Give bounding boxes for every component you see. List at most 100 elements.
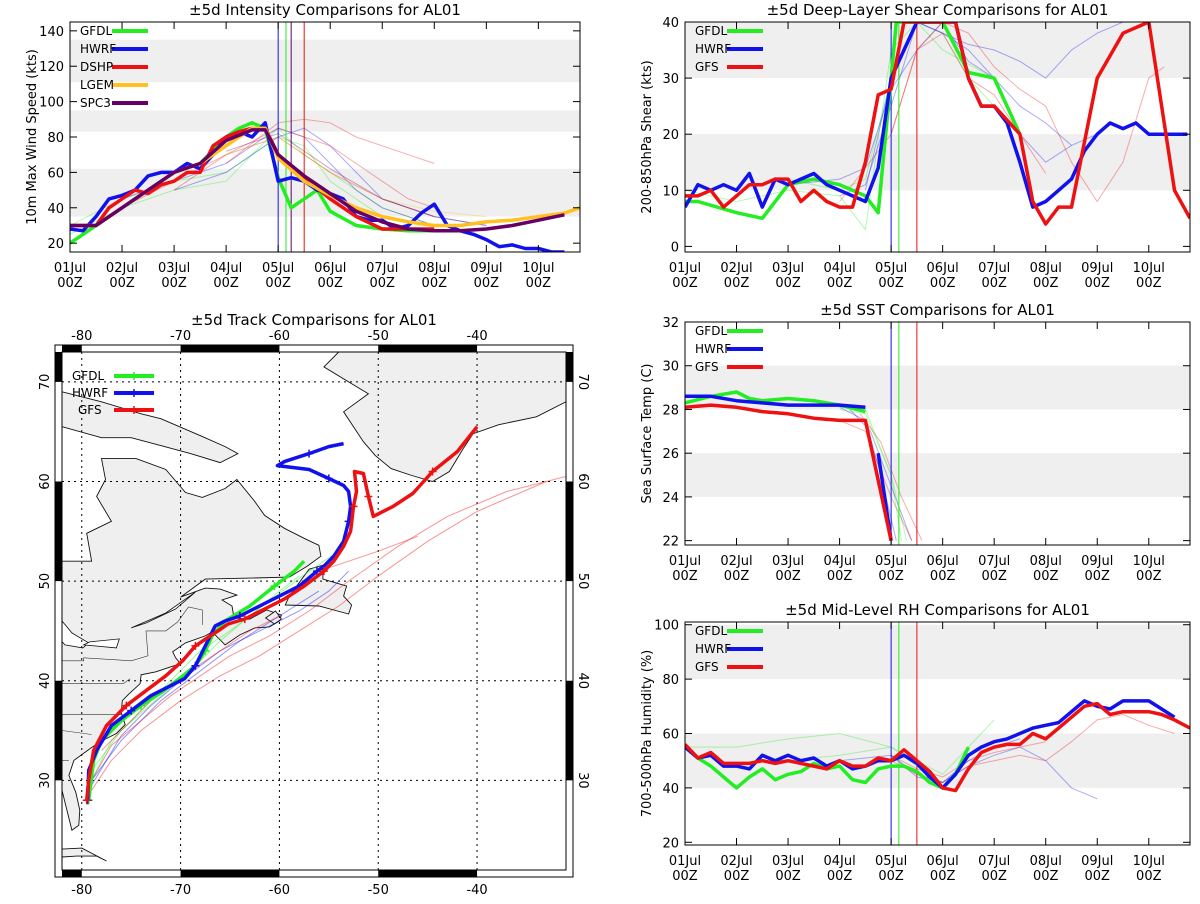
sst-xtick-sublabel: 00Z [672,569,698,584]
rh-xtick-sublabel: 00Z [930,869,956,884]
track-marker-gfs [349,502,358,511]
shear-xtick-label: 01Jul [669,261,701,276]
track-marker-gfs [428,467,437,476]
map-border-segment [566,352,573,382]
intensity-xtick-sublabel: 00Z [161,276,187,291]
land-mass-3 [62,352,239,464]
lat-tick-label-right: 70 [575,374,590,391]
shear-xtick-label: 04Jul [823,261,855,276]
map-border-segment [566,680,573,781]
rh-xtick-label: 09Jul [1081,854,1113,869]
rh-xtick-sublabel: 00Z [1033,869,1059,884]
intensity-xtick-sublabel: 00Z [213,276,239,291]
lat-tick-label-left: 60 [38,473,53,490]
track-series-hwrf [85,441,353,801]
rh-ytick-label: 100 [654,619,679,634]
intensity-xtick-label: 09Jul [470,261,502,276]
shear-xtick-sublabel: 00Z [775,276,801,291]
track-legend-label-hwrf: HWRF [72,386,108,400]
rh-xtick-label: 02Jul [720,854,752,869]
shear-xtick-sublabel: 00Z [1136,276,1162,291]
rh-xtick-label: 08Jul [1030,854,1062,869]
sst-xtick-label: 01Jul [669,554,701,569]
lat-tick-label-right: 30 [575,772,590,789]
rh-xtick-sublabel: 00Z [1085,869,1111,884]
track-frame [61,351,567,871]
intensity-ytick-label: 120 [39,60,64,75]
intensity-legend-label-hwrf: HWRF [80,42,116,56]
intensity-ytick-label: 140 [39,25,64,40]
sst-ytick-label: 26 [662,447,679,462]
land-mass-0 [62,352,322,831]
sst-legend-label-hwrf: HWRF [695,342,731,356]
track-faint-line-5 [91,476,566,781]
intensity-xtick-label: 01Jul [54,261,86,276]
rh-xtick-sublabel: 00Z [878,869,904,884]
shear-faint-line-2 [788,22,1098,186]
intensity-ylabel: 10m Max Wind Speed (kts) [25,49,40,225]
map-border-segment [566,481,573,582]
intensity-xtick-sublabel: 00Z [370,276,396,291]
rh-xtick-sublabel: 00Z [724,869,750,884]
track-marker-gfs [240,614,249,623]
lat-tick-label-right: 50 [575,573,590,590]
intensity-xtick-sublabel: 00Z [109,276,135,291]
rh-ytick-label: 20 [662,836,679,851]
border-line-3 [62,730,92,735]
shear-xtick-label: 03Jul [772,261,804,276]
track-faint-line-1 [91,575,300,771]
shear-title: ±5d Deep-Layer Shear Comparisons for AL0… [767,1,1109,19]
sst-legend-label-gfs: GFS [695,360,719,374]
land-mass-5 [62,847,107,862]
sst-title: ±5d SST Comparisons for AL01 [820,301,1055,319]
track-marker-hwrf [324,474,333,483]
map-border-segment [62,345,82,352]
sst-series-hwrf-1 [685,394,866,410]
sst-legend-label-gfdl: GFDL [695,324,727,338]
shear-band-1 [685,22,1190,79]
rh-xtick-label: 05Jul [875,854,907,869]
intensity-xtick-label: 03Jul [158,261,190,276]
shear-frame [684,21,1191,253]
track-faint-line-7 [318,535,418,572]
rh-chart: 2040608010001Jul00Z02Jul00Z03Jul00Z04Jul… [640,601,1191,884]
map-border-segment [180,345,280,352]
map-border-segment [62,870,82,877]
border-line-1 [62,678,131,684]
shear-ytick-label: 20 [662,128,679,143]
shear-ylabel: 200-850hPa Shear (kts) [640,60,655,213]
rh-legend-label-hwrf: HWRF [695,642,731,656]
intensity-ytick-label: 80 [47,131,64,146]
sst-xtick-label: 03Jul [772,554,804,569]
sst-series-gfs-3 [685,403,893,541]
sst-ylabel: Sea Surface Temp (C) [640,363,655,503]
intensity-xtick-sublabel: 00Z [526,276,552,291]
track-marker-hwrf [305,449,314,458]
map-border-segment [378,345,478,352]
intensity-xtick-sublabel: 00Z [474,276,500,291]
track-marker-gfs [191,641,200,650]
lon-tick-label-bottom: -70 [170,883,191,898]
shear-legend-label-gfs: GFS [695,60,719,74]
rh-xtick-sublabel: 00Z [981,869,1007,884]
sst-xtick-sublabel: 00Z [981,569,1007,584]
intensity-faint-line-5 [225,118,435,164]
sst-xtick-label: 06Jul [927,554,959,569]
rh-ytick-label: 60 [662,728,679,743]
map-border-segment [55,352,62,382]
track-marker-gfs [319,567,328,576]
sst-xtick-sublabel: 00Z [1033,569,1059,584]
rh-xtick-sublabel: 00Z [1136,869,1162,884]
sst-xtick-sublabel: 00Z [775,569,801,584]
intensity-band-2 [70,39,580,83]
rh-xtick-sublabel: 00Z [672,869,698,884]
intensity-xtick-sublabel: 00Z [265,276,291,291]
track-legend-label-gfs: GFS [78,403,102,417]
intensity-legend-label-dshp: DSHP [80,60,113,74]
shear-xtick-sublabel: 00Z [724,276,750,291]
land-mass-2 [264,610,283,625]
track-marker-gfs [122,701,131,710]
track-marker-gfdl [270,582,279,591]
